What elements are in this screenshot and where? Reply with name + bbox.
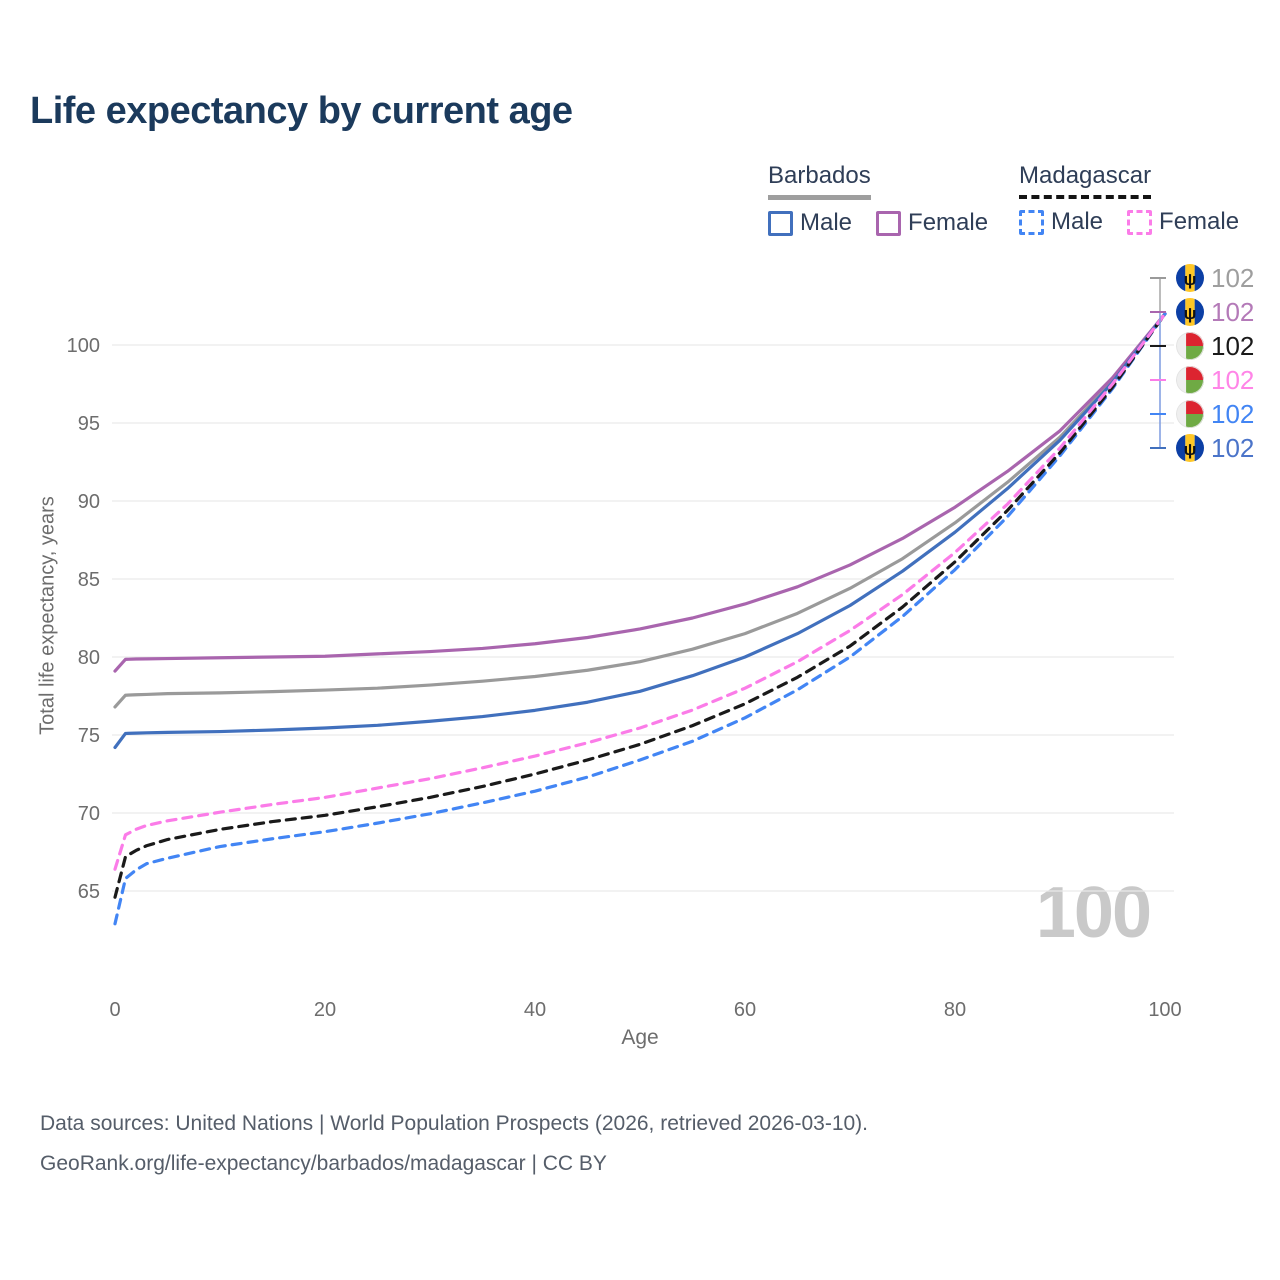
y-tick-label: 65 (78, 881, 100, 903)
y-tick-label: 75 (78, 725, 100, 747)
legend-item-madagascar-female[interactable]: Female (1127, 208, 1239, 236)
madagascar-flag-icon (1176, 366, 1204, 394)
legend-group-madagascar: Madagascar Male Female (1019, 162, 1239, 236)
age-counter-watermark: 100 (1035, 873, 1152, 953)
footer-sources-line: Data sources: United Nations | World Pop… (40, 1112, 869, 1135)
chart-line-madagascar-total (113, 312, 1167, 899)
legend-group-barbados: Barbados Male Female (768, 162, 988, 237)
barbados-flag-icon: ψ (1176, 264, 1204, 292)
page-title: Life expectancy by current age (30, 90, 573, 132)
chart-line-barbados-male (113, 312, 1167, 750)
legend-item-label: Male (800, 209, 853, 236)
legend-item-barbados-female[interactable]: Female (876, 209, 988, 237)
chart-line-madagascar-female (113, 312, 1167, 871)
madagascar-female-swatch[interactable] (1127, 209, 1153, 235)
barbados-female-swatch[interactable] (876, 210, 902, 236)
barbados-flag-icon: ψ (1176, 298, 1204, 326)
svg-text:ψ: ψ (1184, 440, 1197, 459)
y-tick-label: 100 (67, 335, 100, 357)
end-value-label: 102 (1211, 263, 1254, 293)
svg-text:ψ: ψ (1184, 270, 1197, 289)
footer: Data sources: United Nations | World Pop… (40, 1104, 868, 1184)
legend-country-madagascar[interactable]: Madagascar (1019, 162, 1152, 199)
end-value-label: 102 (1211, 399, 1254, 429)
legend-item-label: Female (1159, 208, 1240, 235)
madagascar-male-swatch[interactable] (1019, 209, 1044, 235)
chart-line-madagascar-male (113, 312, 1167, 926)
end-value-label: 102 (1211, 365, 1254, 395)
legend-country-barbados[interactable]: Barbados (768, 162, 871, 200)
y-tick-label: 95 (78, 413, 100, 435)
legend-item-barbados-male[interactable]: Male (768, 209, 852, 237)
end-value-label: 102 (1211, 297, 1254, 327)
legend-item-label: Male (1051, 208, 1104, 235)
chart-line-barbados-total (113, 312, 1167, 709)
x-axis-title: Age (621, 1026, 659, 1049)
barbados-male-swatch[interactable] (768, 210, 793, 236)
x-tick-label: 60 (734, 999, 756, 1021)
y-tick-label: 90 (78, 491, 100, 513)
madagascar-flag-icon (1176, 400, 1204, 428)
x-tick-label: 80 (944, 999, 966, 1021)
footer-url-line: GeoRank.org/life-expectancy/barbados/mad… (40, 1152, 607, 1175)
x-tick-label: 40 (524, 999, 546, 1021)
legend-item-label: Female (908, 209, 989, 236)
legend-item-madagascar-male[interactable]: Male (1019, 208, 1103, 236)
end-value-label: 102 (1211, 433, 1254, 463)
svg-text:ψ: ψ (1184, 304, 1197, 323)
y-tick-label: 80 (78, 647, 100, 669)
madagascar-flag-icon (1176, 332, 1204, 360)
end-value-label: 102 (1211, 331, 1254, 361)
x-tick-label: 20 (314, 999, 336, 1021)
x-tick-label: 100 (1148, 999, 1181, 1021)
chart-line-barbados-female (113, 312, 1167, 673)
barbados-flag-icon: ψ (1176, 434, 1204, 462)
x-tick-label: 0 (109, 999, 120, 1021)
y-tick-label: 70 (78, 803, 100, 825)
y-tick-label: 85 (78, 569, 100, 591)
